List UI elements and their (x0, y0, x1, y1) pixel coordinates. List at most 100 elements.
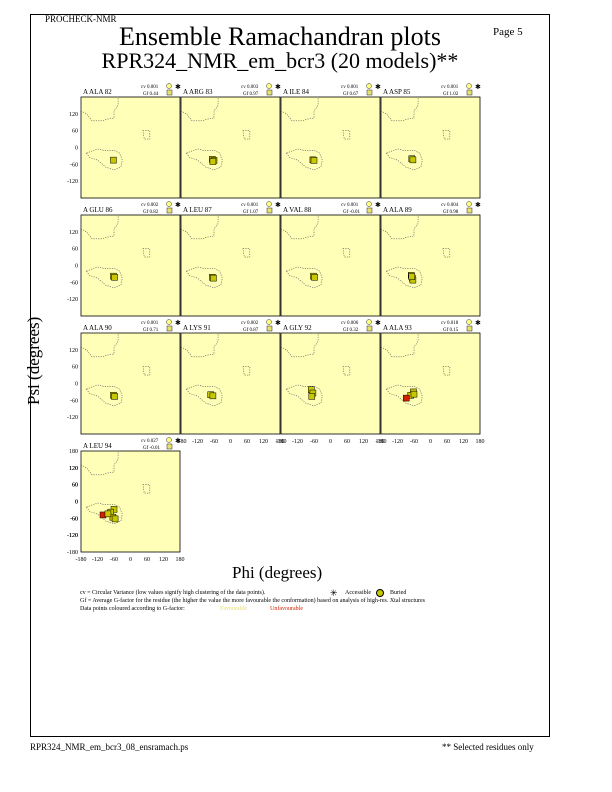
x-tick-label: -120 (392, 439, 403, 445)
allowed-region-alpha (86, 502, 123, 525)
y-tick-label: 120 (69, 466, 78, 472)
y-tick-label: -120 (67, 297, 78, 303)
gf-colour-swatch (366, 325, 373, 332)
x-tick-label: -60 (210, 439, 218, 445)
y-tick-label: -120 (67, 533, 78, 539)
buried-icon (166, 437, 172, 443)
panel-residue-label: A ARG 83 (183, 88, 213, 96)
panel-cv-label: cv 0.003 (241, 85, 259, 90)
x-tick-label: 120 (459, 439, 468, 445)
accessible-icon: ✱ (475, 83, 481, 91)
accessible-icon: ✱ (375, 83, 381, 91)
panel-residue-label: A ALA 90 (83, 324, 112, 332)
data-point (311, 274, 318, 281)
allowed-region-alpha (286, 148, 323, 171)
accessible-icon: ✱ (175, 201, 181, 209)
y-tick-label: 120 (69, 348, 78, 354)
panel-cv-label: cv 0.001 (141, 321, 159, 326)
buried-icon (166, 83, 172, 89)
x-tick-label: -120 (292, 439, 303, 445)
y-tick-label: 60 (72, 365, 78, 371)
panel-residue-label: A ILE 84 (283, 88, 310, 96)
data-point (308, 393, 316, 400)
accessible-icon: ✱ (275, 83, 281, 91)
data-point (111, 515, 119, 523)
buried-icon (366, 201, 372, 207)
y-tick-label: 60 (72, 483, 78, 489)
panel-gf-label: Gf -0.01 (143, 446, 160, 451)
allowed-region-alpha (186, 266, 223, 289)
accessible-icon: ✱ (175, 319, 181, 327)
panel-gf-label: Gf 0.87 (243, 328, 259, 333)
x-tick-label: 60 (344, 439, 350, 445)
x-tick-label: -60 (110, 557, 118, 563)
allowed-region-left (442, 366, 451, 376)
gf-colour-swatch (166, 443, 173, 450)
gf-colour-swatch (166, 325, 173, 332)
x-tick-label: -60 (410, 439, 418, 445)
x-tick-label: 120 (359, 439, 368, 445)
x-tick-label: -180 (376, 439, 387, 445)
page-subtitle: RPR324_NMR_em_bcr3 (20 models)** (101, 48, 459, 73)
panel-residue-label: A GLU 86 (83, 206, 113, 214)
accessible-icon: ✱ (375, 201, 381, 209)
x-tick-label: 60 (244, 439, 250, 445)
allowed-region-left (342, 366, 351, 376)
panel-cv-label: cv 0.018 (441, 321, 459, 326)
panel-residue-label: A LYS 91 (183, 324, 211, 332)
panel-cv-label: cv 0.006 (341, 321, 359, 326)
buried-icon (166, 201, 172, 207)
y-tick-label: -60 (70, 280, 78, 286)
gf-colour-swatch (266, 89, 273, 96)
panel-background (280, 332, 381, 435)
panel-gf-label: Gf 0.15 (443, 328, 459, 333)
buried-icon (266, 201, 272, 207)
data-point (410, 390, 418, 398)
allowed-region-beta (80, 450, 119, 476)
accessible-icon: ✱ (275, 201, 281, 209)
x-tick-label: -180 (276, 439, 287, 445)
y-tick-label: 60 (72, 247, 78, 253)
panel-cv-label: cv 0.001 (341, 85, 359, 90)
x-axis-label: Phi (degrees) (232, 563, 323, 582)
allowed-region-beta (180, 214, 219, 240)
y-tick-label: -60 (70, 516, 78, 522)
x-tick-label: 180 (276, 439, 285, 445)
panel-background (80, 214, 181, 317)
gf-colour-swatch (266, 325, 273, 332)
x-tick-label: 120 (259, 439, 268, 445)
panel-background (380, 96, 481, 199)
allowed-region-beta (180, 332, 219, 358)
allowed-region-beta (280, 332, 319, 358)
footer-filename: RPR324_NMR_em_bcr3_08_ensramach.ps (30, 742, 189, 752)
allowed-region-left (242, 366, 251, 376)
allowed-region-alpha (386, 384, 423, 407)
panel-gf-label: Gf 0.71 (143, 328, 159, 333)
allowed-region-left (442, 130, 451, 140)
x-tick-label: 180 (476, 439, 485, 445)
data-point (209, 392, 217, 400)
panel-background (180, 214, 281, 317)
x-tick-label: -60 (310, 439, 318, 445)
accessible-icon: ✳ (330, 588, 338, 598)
allowed-region-beta (280, 214, 319, 240)
panel-background (80, 96, 181, 199)
page-title: Ensemble Ramachandran plots (118, 22, 442, 51)
y-tick-label: -180 (67, 550, 78, 556)
gf-colour-swatch (466, 89, 473, 96)
allowed-region-alpha (386, 266, 423, 289)
legend-gf-text: Gf = Average G-factor for the residue (t… (80, 598, 425, 604)
panel-gf-label: Gf 0.44 (143, 92, 159, 97)
allowed-region-alpha (386, 148, 423, 171)
panel-residue-label: A GLY 92 (283, 324, 312, 332)
buried-icon (466, 201, 472, 207)
x-tick-label: -180 (76, 557, 87, 563)
x-tick-label: -120 (92, 557, 103, 563)
panel-cv-label: cv 0.001 (241, 203, 259, 208)
accessible-icon: ✱ (275, 319, 281, 327)
data-point (310, 157, 318, 164)
buried-icon (466, 83, 472, 89)
allowed-region-alpha (186, 148, 223, 171)
buried-icon (266, 83, 272, 89)
panel-background (380, 332, 481, 435)
